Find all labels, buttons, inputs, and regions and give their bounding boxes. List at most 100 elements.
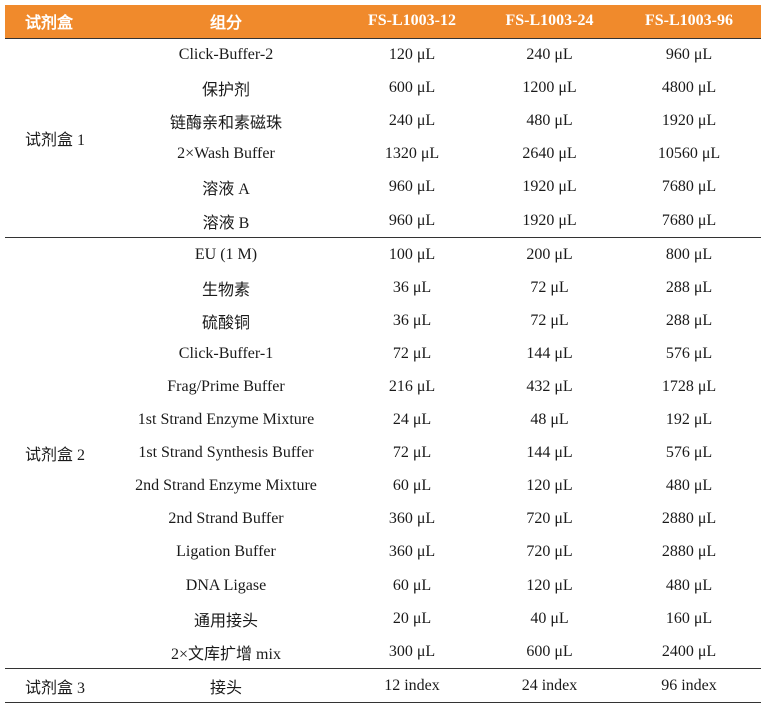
- value-fs-l1003-24-cell: 1920 μL: [522, 178, 577, 196]
- component-cell: Frag/Prime Buffer: [167, 377, 285, 395]
- value-fs-l1003-24-cell: 720 μL: [526, 543, 573, 561]
- value-fs-l1003-12-cell: 72 μL: [392, 444, 432, 462]
- value-fs-l1003-96-cell: 1920 μL: [661, 112, 717, 130]
- value-fs-l1003-24-cell: 120 μL: [526, 477, 573, 495]
- component-cell: 2×Wash Buffer: [177, 145, 275, 163]
- value-fs-l1003-96-cell: 10560 μL: [657, 145, 721, 163]
- table-row: 保护剂 600 μL 1200 μL 4800 μL: [5, 72, 761, 105]
- value-fs-l1003-24-cell: 144 μL: [526, 344, 573, 362]
- header-fs-l1003-24: FS-L1003-24: [482, 5, 617, 38]
- table-row: 链酶亲和素磁珠 240 μL 480 μL 1920 μL: [5, 105, 761, 138]
- value-fs-l1003-96-cell: 192 μL: [665, 411, 713, 429]
- component-cell: Ligation Buffer: [176, 543, 276, 561]
- table-row: 通用接头 20 μL 40 μL 160 μL: [5, 602, 761, 635]
- value-fs-l1003-24-cell: 240 μL: [482, 37, 617, 72]
- table-row: 2×Wash Buffer 1320 μL 2640 μL 10560 μL: [5, 138, 761, 171]
- table-row: 1st Strand Synthesis Buffer 72 μL 144 μL 57…: [5, 437, 761, 470]
- value-fs-l1003-96-cell: 2400 μL: [661, 642, 717, 660]
- value-fs-l1003-24-cell: 432 μL: [526, 377, 573, 395]
- value-fs-l1003-12-cell: 960 μL: [388, 178, 436, 196]
- component-cell: 生物素: [201, 281, 250, 299]
- component-cell: 2nd Strand Buffer: [168, 510, 284, 528]
- table-row: 生物素 36 μL 72 μL 288 μL: [5, 271, 761, 304]
- value-fs-l1003-96-cell: 1728 μL: [661, 377, 717, 395]
- header-component: 组分: [110, 5, 342, 38]
- value-fs-l1003-96-cell: 7680 μL: [661, 211, 717, 229]
- value-fs-l1003-24-cell: 40 μL: [530, 609, 569, 627]
- table-body: 试剂盒 1 Click-Buffer-2 120 μL 240 μL 960 μL 保护剂…: [5, 37, 761, 704]
- component-cell: Click-Buffer-2: [110, 37, 342, 72]
- value-fs-l1003-12-cell: 600 μL: [388, 79, 436, 97]
- component-cell: Click-Buffer-1: [178, 344, 274, 362]
- value-fs-l1003-12-cell: 20 μL: [392, 609, 432, 627]
- value-fs-l1003-24-cell: 2640 μL: [522, 145, 577, 163]
- table-row: 2×文库扩增 mix 300 μL 600 μL 2400 μL: [5, 635, 761, 669]
- value-fs-l1003-96-cell: 2880 μL: [661, 543, 717, 561]
- value-fs-l1003-24-cell: 1200 μL: [522, 79, 577, 97]
- value-fs-l1003-24-cell: 144 μL: [526, 444, 573, 462]
- table-row: DNA Ligase 60 μL 120 μL 480 μL: [5, 569, 761, 602]
- value-fs-l1003-12-cell: 360 μL: [388, 510, 436, 528]
- kit-components-table: 试剂盒 组分 FS-L1003-12 FS-L1003-24 FS-L1003-…: [5, 5, 761, 704]
- value-fs-l1003-24-cell: 48 μL: [530, 411, 569, 429]
- value-fs-l1003-96-cell: 2880 μL: [661, 510, 717, 528]
- value-fs-l1003-96-cell: 480 μL: [665, 576, 713, 594]
- component-cell: 链酶亲和素磁珠: [169, 115, 282, 133]
- table-row: Ligation Buffer 360 μL 720 μL 2880 μL: [5, 536, 761, 569]
- table-row: 试剂盒 3 接头 12 index 24 index 96 index: [5, 668, 761, 704]
- value-fs-l1003-12-cell: 100 μL: [342, 237, 482, 272]
- value-fs-l1003-12-cell: 120 μL: [342, 37, 482, 72]
- value-fs-l1003-96-cell: 576 μL: [665, 344, 713, 362]
- value-fs-l1003-96-cell: 4800 μL: [661, 79, 717, 97]
- value-fs-l1003-12-cell: 72 μL: [392, 344, 432, 362]
- component-cell: 1st Strand Enzyme Mixture: [137, 411, 315, 429]
- value-fs-l1003-96-cell: 96 index: [617, 668, 761, 704]
- value-fs-l1003-24-cell: 480 μL: [526, 112, 573, 130]
- kit-name-cell: 试剂盒 2: [5, 237, 110, 669]
- value-fs-l1003-12-cell: 960 μL: [388, 211, 436, 229]
- value-fs-l1003-96-cell: 576 μL: [665, 444, 713, 462]
- component-cell: 硫酸铜: [201, 314, 250, 332]
- kit-name-cell: 试剂盒 1: [5, 37, 110, 238]
- value-fs-l1003-24-cell: 720 μL: [526, 510, 573, 528]
- value-fs-l1003-12-cell: 300 μL: [388, 642, 436, 660]
- value-fs-l1003-24-cell: 24 index: [482, 668, 617, 704]
- value-fs-l1003-12-cell: 24 μL: [392, 411, 432, 429]
- value-fs-l1003-12-cell: 216 μL: [388, 377, 436, 395]
- value-fs-l1003-12-cell: 12 index: [342, 668, 482, 704]
- value-fs-l1003-96-cell: 7680 μL: [661, 178, 717, 196]
- value-fs-l1003-12-cell: 240 μL: [388, 112, 436, 130]
- value-fs-l1003-24-cell: 1920 μL: [522, 211, 577, 229]
- value-fs-l1003-12-cell: 60 μL: [392, 576, 432, 594]
- table-row: 2nd Strand Buffer 360 μL 720 μL 2880 μL: [5, 503, 761, 536]
- header-fs-l1003-12: FS-L1003-12: [342, 5, 482, 38]
- table-row: 1st Strand Enzyme Mixture 24 μL 48 μL 192 μ…: [5, 404, 761, 437]
- table-row: 硫酸铜 36 μL 72 μL 288 μL: [5, 304, 761, 337]
- value-fs-l1003-24-cell: 120 μL: [526, 576, 573, 594]
- component-cell: EU (1 M): [110, 237, 342, 272]
- value-fs-l1003-96-cell: 160 μL: [665, 609, 713, 627]
- component-cell: 溶液 A: [202, 181, 250, 199]
- value-fs-l1003-96-cell: 960 μL: [617, 37, 761, 72]
- table-row: Click-Buffer-1 72 μL 144 μL 576 μL: [5, 337, 761, 370]
- value-fs-l1003-96-cell: 800 μL: [617, 237, 761, 272]
- value-fs-l1003-12-cell: 360 μL: [388, 543, 436, 561]
- value-fs-l1003-12-cell: 36 μL: [392, 278, 432, 296]
- component-cell: 2nd Strand Enzyme Mixture: [135, 477, 317, 495]
- value-fs-l1003-96-cell: 480 μL: [665, 477, 713, 495]
- table-row: 2nd Strand Enzyme Mixture 60 μL 120 μL 480 …: [5, 470, 761, 503]
- component-cell: 1st Strand Synthesis Buffer: [138, 444, 314, 462]
- table-row: 试剂盒 1 Click-Buffer-2 120 μL 240 μL 960 μL: [5, 37, 761, 238]
- value-fs-l1003-24-cell: 200 μL: [482, 237, 617, 272]
- header-kit: 试剂盒: [5, 5, 110, 38]
- table-row: 试剂盒 2 EU (1 M) 100 μL 200 μL 800 μL: [5, 237, 761, 669]
- component-cell: 2×文库扩增 mix: [171, 645, 281, 663]
- table-row: Frag/Prime Buffer 216 μL 432 μL 1728 μL: [5, 370, 761, 403]
- kit-name-cell: 试剂盒 3: [5, 668, 110, 704]
- table-header-row: 试剂盒 组分 FS-L1003-12 FS-L1003-24 FS-L1003-…: [5, 5, 761, 38]
- table-row: 溶液 A 960 μL 1920 μL 7680 μL: [5, 171, 761, 204]
- table-row: 溶液 B 960 μL 1920 μL 7680 μL: [5, 204, 761, 238]
- value-fs-l1003-12-cell: 60 μL: [392, 477, 432, 495]
- component-cell: DNA Ligase: [185, 576, 267, 594]
- component-cell: 保护剂: [201, 82, 250, 100]
